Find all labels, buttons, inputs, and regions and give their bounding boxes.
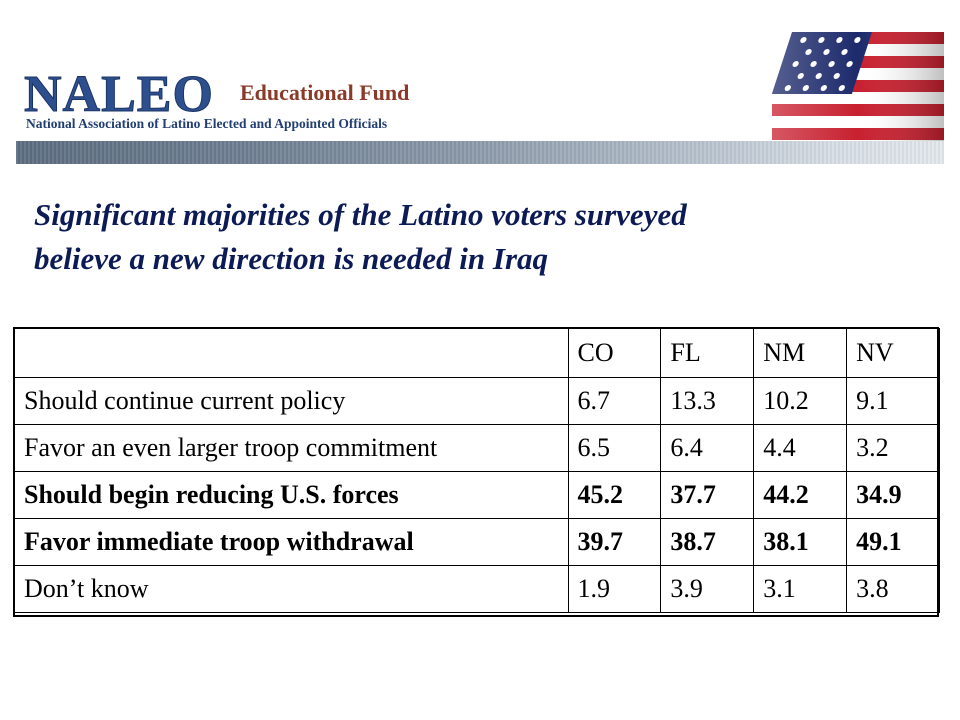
- header-cell-co: CO: [567, 328, 662, 378]
- logo-subtitle: National Association of Latino Elected a…: [26, 116, 388, 131]
- table-header-row: CO FL NM NV: [14, 328, 940, 378]
- table-cell: 3.1: [753, 565, 848, 613]
- table-row: Favor an even larger troop commitment 6.…: [14, 424, 940, 472]
- logo-educational-fund: Educational Fund: [240, 80, 410, 105]
- us-flag-icon: [772, 32, 944, 142]
- results-table: CO FL NM NV Should continue current poli…: [14, 328, 940, 613]
- table-cell: 34.9: [846, 471, 940, 519]
- table-cell: 38.7: [660, 518, 755, 566]
- table-cell: 1.9: [567, 565, 662, 613]
- header-cell-nm: NM: [753, 328, 848, 378]
- table-cell: 44.2: [753, 471, 848, 519]
- title-line-1: Significant majorities of the Latino vot…: [34, 197, 687, 232]
- table-row: Favor immediate troop withdrawal 39.7 38…: [14, 518, 940, 566]
- banner-stripe: [16, 141, 944, 164]
- table-cell: 13.3: [660, 377, 755, 425]
- row-label: Favor immediate troop withdrawal: [14, 518, 569, 566]
- table-cell: 45.2: [567, 471, 662, 519]
- table-cell: 4.4: [753, 424, 848, 472]
- header-cell-fl: FL: [660, 328, 755, 378]
- table-row: Should begin reducing U.S. forces 45.2 3…: [14, 471, 940, 519]
- table-cell: 9.1: [846, 377, 940, 425]
- slide-title: Significant majorities of the Latino vot…: [34, 193, 914, 281]
- header-cell: [14, 328, 569, 378]
- table-row: Should continue current policy 6.7 13.3 …: [14, 377, 940, 425]
- table-row: Don’t know 1.9 3.9 3.1 3.8: [14, 565, 940, 613]
- table-cell: 38.1: [753, 518, 848, 566]
- row-label: Should continue current policy: [14, 377, 569, 425]
- table-cell: 3.2: [846, 424, 940, 472]
- row-label: Should begin reducing U.S. forces: [14, 471, 569, 519]
- table-cell: 6.7: [567, 377, 662, 425]
- table-cell: 10.2: [753, 377, 848, 425]
- header-cell-nv: NV: [846, 328, 940, 378]
- table-cell: 37.7: [660, 471, 755, 519]
- naleo-logo: NALEO Educational Fund National Associat…: [24, 66, 484, 132]
- logo-wordmark: NALEO: [24, 66, 214, 123]
- row-label: Favor an even larger troop commitment: [14, 424, 569, 472]
- table-cell: 49.1: [846, 518, 940, 566]
- table-cell: 6.4: [660, 424, 755, 472]
- table-cell: 6.5: [567, 424, 662, 472]
- title-line-2: believe a new direction is needed in Ira…: [34, 241, 549, 276]
- table-cell: 39.7: [567, 518, 662, 566]
- table-cell: 3.9: [660, 565, 755, 613]
- table-cell: 3.8: [846, 565, 940, 613]
- row-label: Don’t know: [14, 565, 569, 613]
